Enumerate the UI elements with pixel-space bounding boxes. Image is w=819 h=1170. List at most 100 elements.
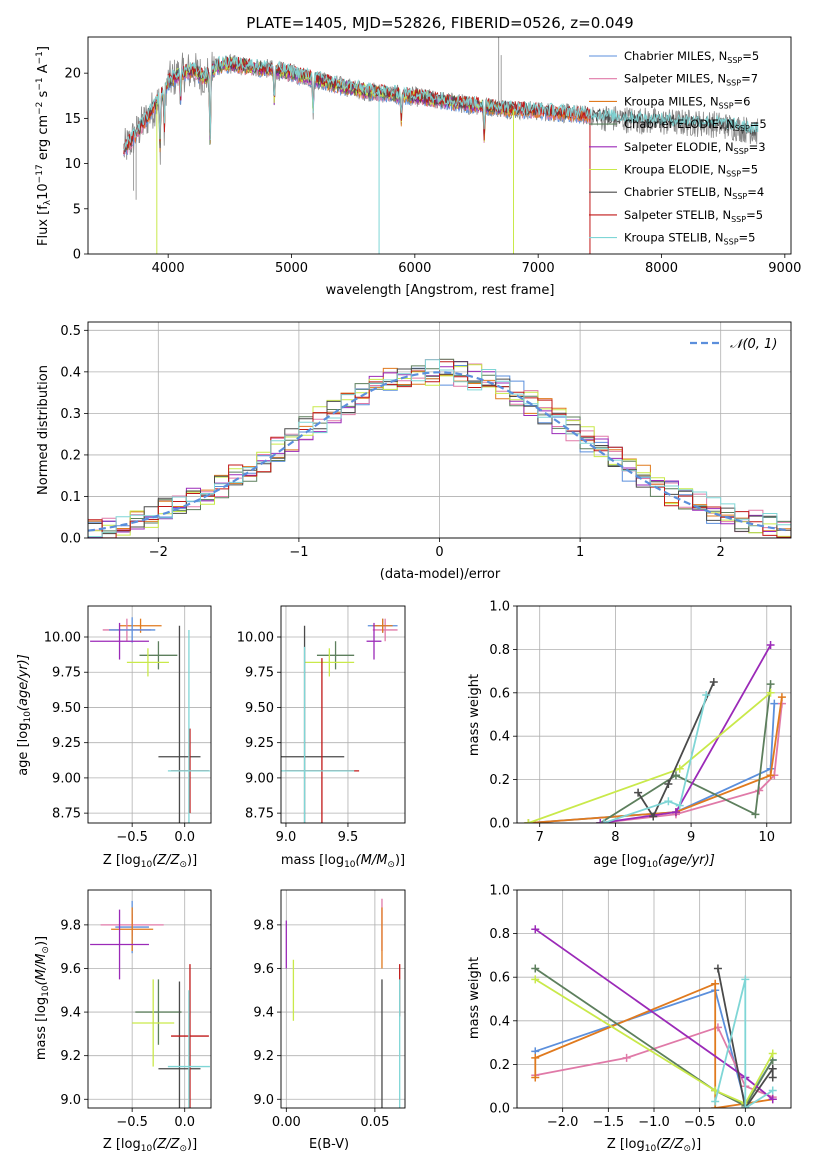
axes-frame [280,605,406,824]
y-tick-label: 20 [64,67,81,82]
y-tick-label: 0.0 [489,1102,510,1117]
axes-frame [87,321,792,539]
y-tick-label: 1.0 [489,600,510,615]
weight-series-chabrier_stelib [637,681,715,819]
weight-marker-kroupa_elodie [768,1049,777,1058]
weight-lines [524,641,786,823]
x-tick-label: 2 [717,545,725,560]
residual-panel: −2 −1 0 1 2 0.0 0.1 0.2 0.3 0.4 0.5 (data-model)/e… [36,321,792,582]
weight-marker-chabrier_miles [770,699,779,708]
y-tick-label: 8.75 [52,807,81,822]
error-bars [90,617,210,823]
x-tick-label: 5000 [275,261,308,276]
axes-frame [516,605,792,824]
y-tick-label: 9.00 [52,771,81,786]
axes-frame [87,605,212,824]
weight-vs-age-plot: 7 8 9 10 0.0 0.2 0.4 0.6 0.8 1.0 [489,600,792,845]
y-tick-label: 9.0 [60,1093,81,1108]
weight-marker-chabrier_elodie [766,680,775,689]
weight-marker-kroupa_elodie [531,975,540,984]
error-cross-kroupa_elodie [132,979,175,1067]
y-tick-label: 0 [73,248,81,263]
y-tick-label: 8.75 [245,807,274,822]
y-tick-label: 9.25 [52,736,81,751]
x-tick-label: 9.5 [338,830,359,845]
y-tick-label: 9.0 [253,1093,274,1108]
mass-vs-extinction-plot: 0.00 0.05 9.0 9.2 9.4 9.6 9.8 [253,889,406,1130]
weight-series-kroupa_miles [528,696,783,823]
weight-vs-metallicity-panel: −2.0 −1.5 −1.0 −0.5 0.0 0.0 0.2 0.4 0.6 0.8 1.0 Z … [467,884,792,1154]
x-tick-label: 1 [576,545,584,560]
x-tick-label: 0 [435,545,443,560]
weight-marker-salpeter_elodie [596,819,605,823]
y-tick-label: 9.75 [245,666,274,681]
legend-label-kroupa_stelib: Kroupa STELIB, NSSP=5 [624,231,755,247]
axes-frame [87,889,212,1109]
x-tick-label: −0.5 [116,1115,148,1130]
x-tick-label: −0.5 [684,1115,716,1130]
residual-xlabel: (data-model)/error [380,567,501,582]
x-tick-label: 7 [536,830,544,845]
y-tick-label: 9.6 [253,962,274,977]
x-tick-label: 4000 [152,261,185,276]
spectrum-panel: PLATE=1405, MJD=52826, FIBERID=0526, z=0… [35,14,801,298]
x-tick-label: 6000 [398,261,431,276]
error-cross-salpeter_miles [372,618,398,642]
weight-marker-kroupa_stelib [768,1086,777,1095]
y-tick-label: 10.00 [237,631,274,646]
weight-marker-kroupa_elodie [524,819,533,823]
spectrum-lines [123,37,759,254]
y-tick-label: 0.2 [489,1058,510,1073]
error-cross-salpeter_elodie [366,622,382,660]
mass-vs-metallicity-ylabel: mass [log10(M/M⊙)] [34,936,51,1060]
weight-marker-salpeter_elodie [671,808,680,817]
weight-marker-kroupa_miles [531,1073,540,1082]
error-cross-kroupa_stelib [167,629,210,823]
mass-vs-metallicity-panel: −0.5 0.0 9.0 9.2 9.4 9.6 9.8 Z [log10(Z/Z⊙)] m… [34,889,212,1154]
x-tick-label: −0.5 [116,830,148,845]
x-tick-label: 0.0 [174,1115,195,1130]
weight-marker-salpeter_elodie [531,925,540,934]
x-tick-label: 7000 [522,261,555,276]
error-bars [90,900,210,1108]
legend-label-kroupa_elodie: Kroupa ELODIE, NSSP=5 [624,163,758,179]
spectrum-plot-area: 4000 5000 6000 7000 8000 9000 0 5 10 15 20 [64,36,801,276]
legend-label-kroupa_miles: Kroupa MILES, NSSP=6 [624,94,750,110]
y-tick-label: 0.0 [489,817,510,832]
error-cross-kroupa_miles [111,907,154,952]
weight-marker-chabrier_stelib [649,812,658,821]
age-vs-metallicity-xlabel: Z [log10(Z/Z⊙)] [103,853,197,870]
mass-vs-metallicity-xlabel: Z [log10(Z/Z⊙)] [103,1137,197,1154]
weight-marker-kroupa_miles [777,693,786,702]
y-tick-label: 9.50 [52,701,81,716]
residual-legend: 𝒩(0, 1) [690,337,777,352]
weight-marker-kroupa_stelib [741,1104,750,1108]
y-tick-label: 9.4 [60,1006,81,1021]
y-tick-label: 0.6 [489,686,510,701]
error-bars [285,898,401,1108]
weight-marker-kroupa_elodie [766,688,775,697]
axes-frame [516,889,792,1109]
weight-vs-metallicity-xlabel: Z [log10(Z/Z⊙)] [607,1137,701,1154]
legend-label-salpeter_stelib: Salpeter STELIB, NSSP=5 [624,208,763,224]
error-cross-kroupa_miles [372,618,393,633]
weight-series-kroupa_stelib [714,979,774,1108]
x-tick-label: −2 [149,545,168,560]
y-tick-label: 0.4 [60,365,81,380]
error-cross-chabrier_miles [109,617,156,643]
y-tick-label: 0.2 [60,448,81,463]
weight-marker-kroupa_stelib [675,801,684,810]
x-tick-label: 0.0 [174,830,195,845]
y-tick-label: 10 [64,157,81,172]
error-cross-chabrier_stelib [158,981,201,1108]
error-bars [281,618,398,823]
y-tick-label: 0.6 [489,971,510,986]
weight-series-kroupa_elodie [534,978,774,1105]
x-tick-label: 0.05 [360,1115,389,1130]
error-cross-kroupa_elodie [126,648,169,677]
axes-frame [280,889,406,1109]
y-tick-label: 0.0 [60,532,81,547]
y-tick-label: 9.75 [52,666,81,681]
weight-marker-kroupa_stelib [702,690,711,699]
